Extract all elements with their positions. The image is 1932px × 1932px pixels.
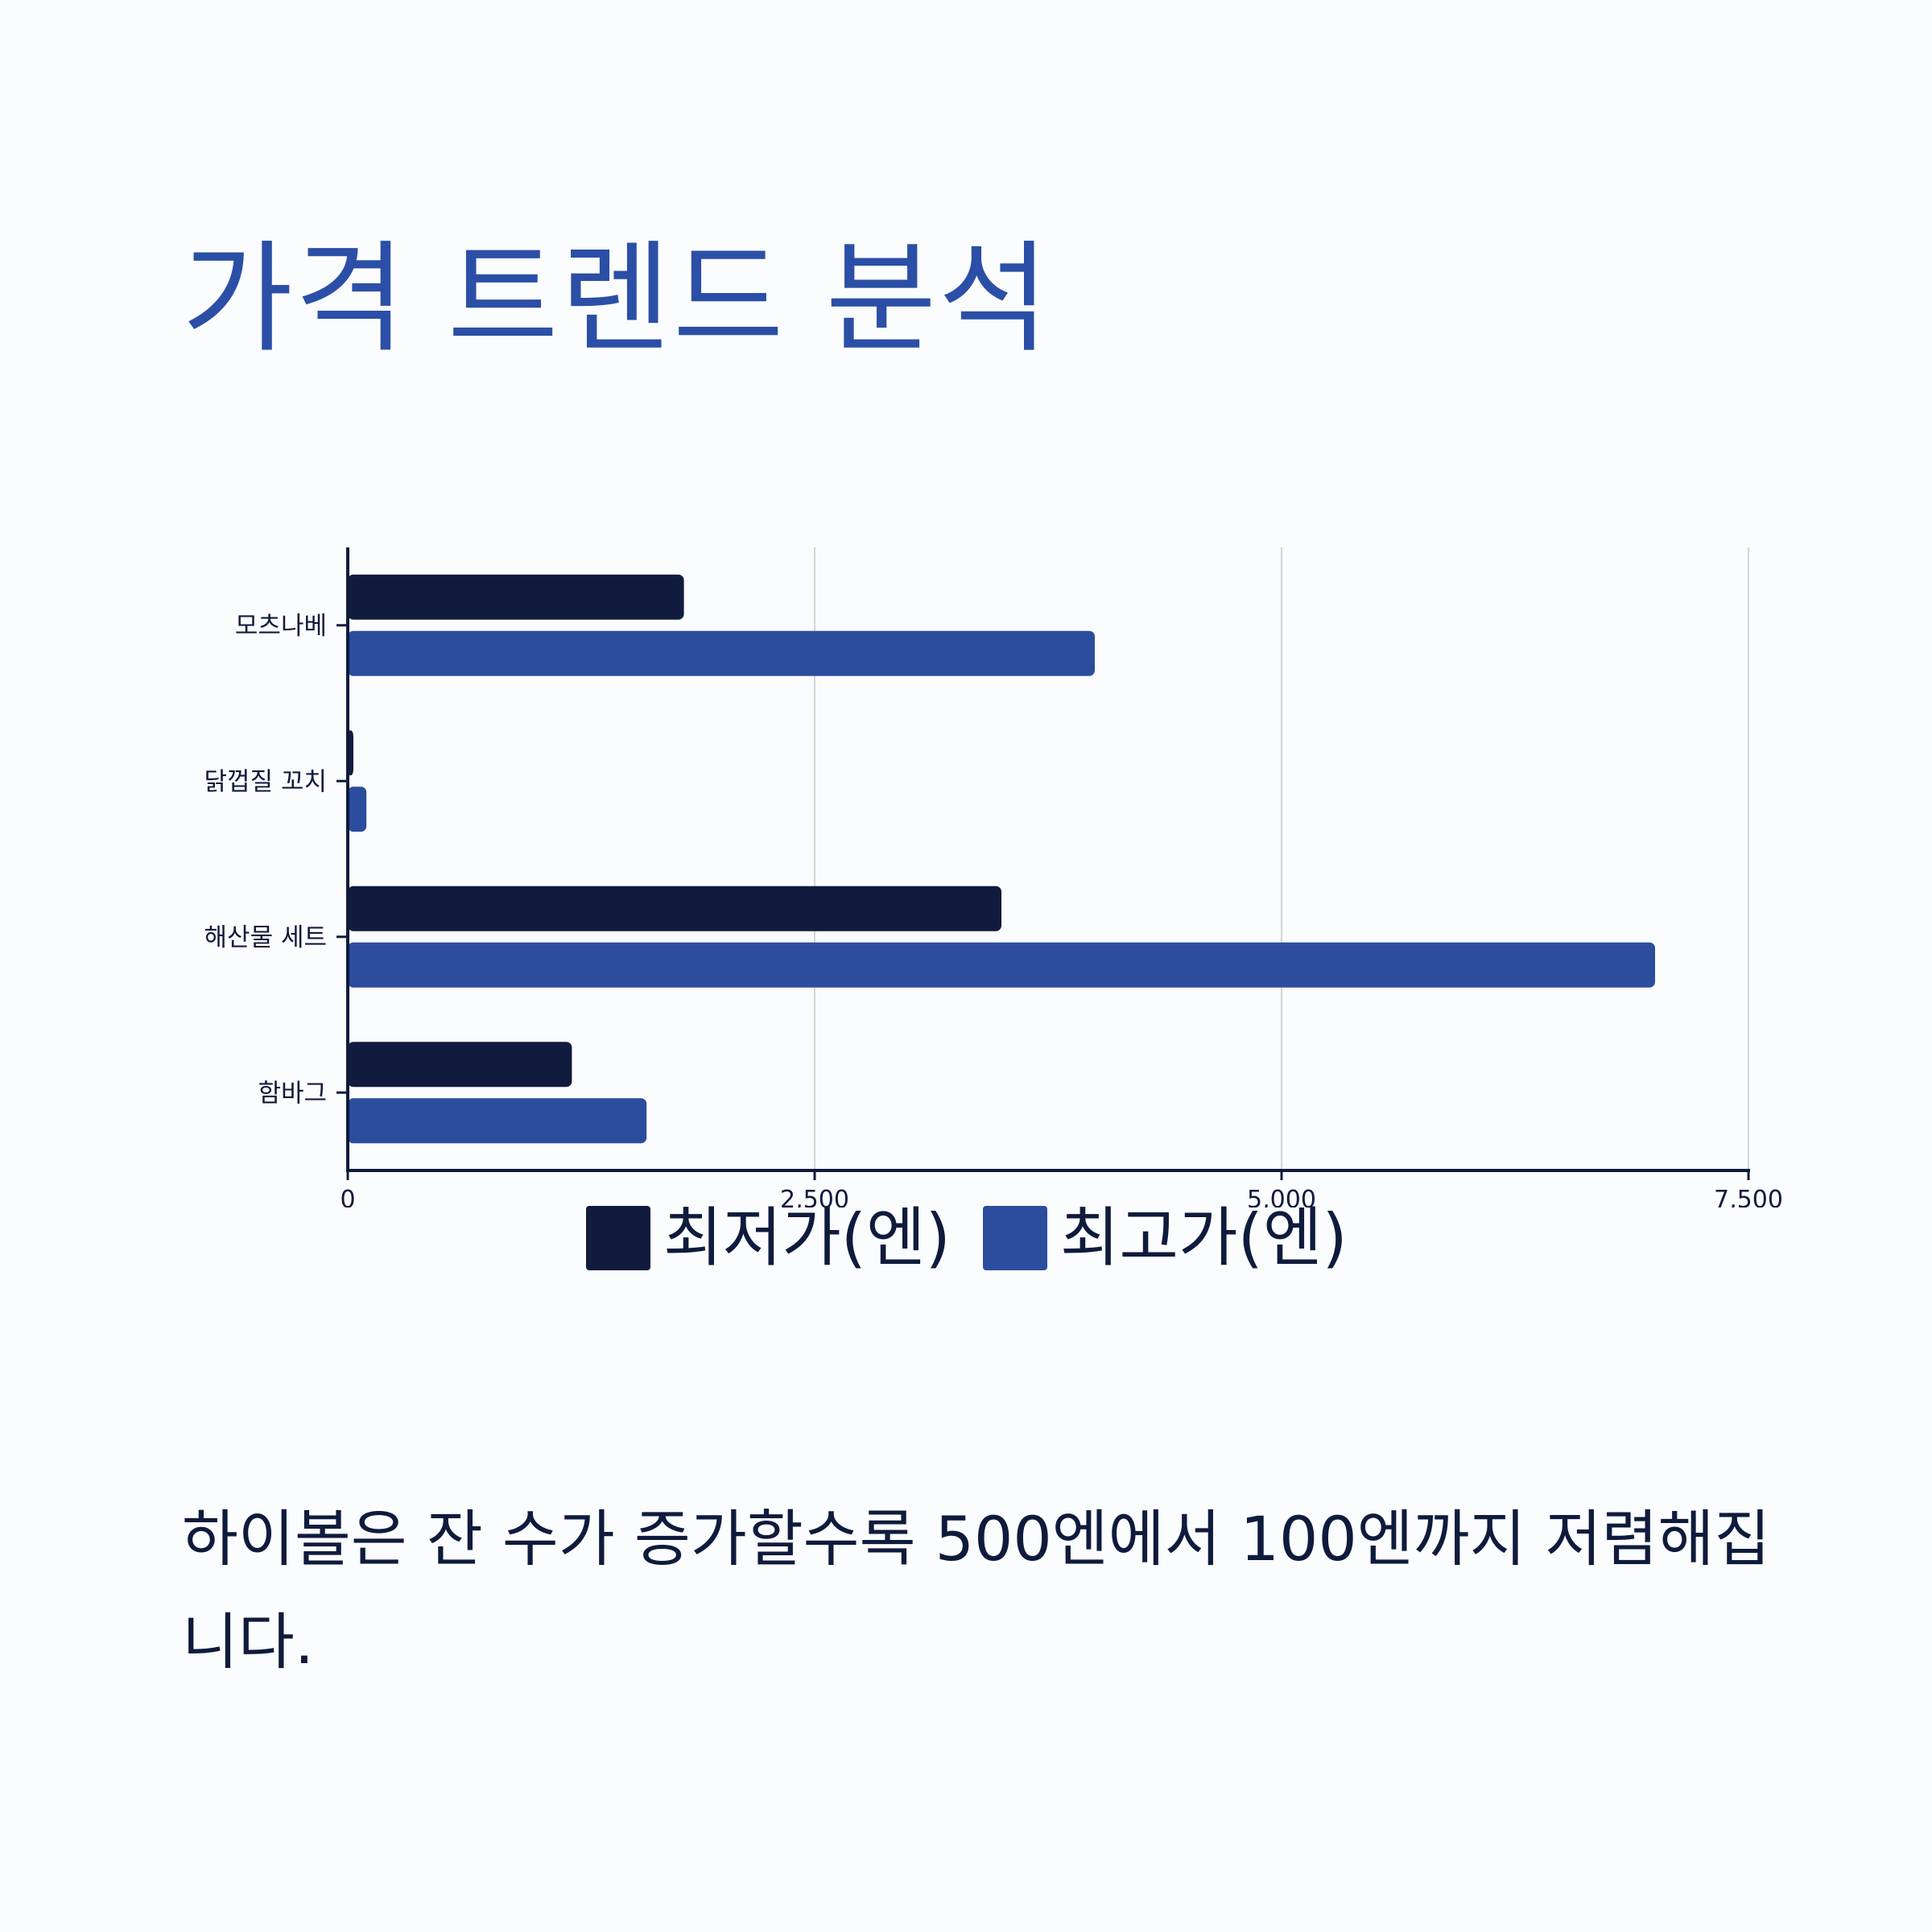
- caption: 하이볼은 잔 수가 증가할수록 500엔에서 100엔까지 저렴해집니다.: [182, 1503, 1771, 1678]
- legend-swatch-max: [982, 1206, 1047, 1270]
- legend-item-max: 최고가(엔): [982, 1200, 1348, 1275]
- bar-min-price: [348, 1042, 572, 1088]
- legend-label-min: 최저가(엔): [663, 1200, 951, 1275]
- x-tick-label: 2,500: [780, 1186, 849, 1208]
- legend-label-max: 최고가(엔): [1059, 1200, 1348, 1275]
- bar-max-price: [348, 630, 1095, 676]
- x-tick-label: 0: [340, 1186, 355, 1208]
- bar-max-price: [348, 942, 1655, 988]
- bars: [348, 574, 1655, 1144]
- bar-min-price: [348, 574, 684, 620]
- x-tick-label: 5,000: [1247, 1186, 1316, 1208]
- category-label: 해산물 세트: [204, 923, 327, 952]
- page-title: 가격 트렌드 분석: [182, 229, 1051, 369]
- x-tick-label: 7,500: [1714, 1186, 1783, 1208]
- category-label: 닭껍질 꼬치: [204, 767, 327, 796]
- bar-min-price: [348, 886, 1001, 931]
- legend-item-min: 최저가(엔): [586, 1206, 951, 1270]
- bar-max-price: [348, 1098, 647, 1144]
- category-label: 함바그: [258, 1079, 327, 1108]
- category-label: 모츠나베: [235, 612, 327, 641]
- legend: 최저가(엔) 최고가(엔): [586, 1206, 1380, 1270]
- axes: [336, 547, 1750, 1180]
- bar-max-price: [348, 786, 367, 832]
- legend-swatch-min: [586, 1206, 650, 1270]
